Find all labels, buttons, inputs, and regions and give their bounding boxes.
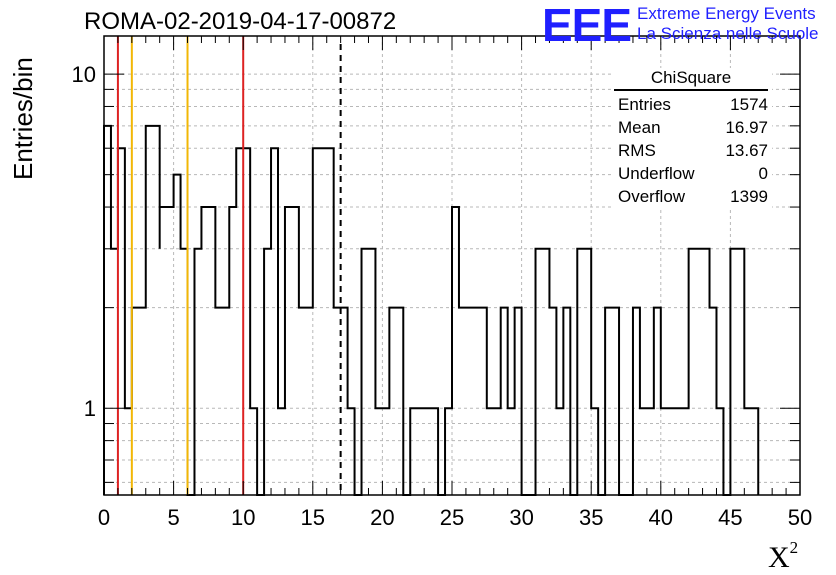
logo-line-2: La Scienza nelle Scuole — [637, 24, 819, 43]
x-tick-label: 0 — [98, 505, 110, 530]
logo-mark: EEE — [542, 0, 632, 51]
plot-title: ROMA-02-2019-04-17-00872 — [84, 8, 397, 35]
x-axis-label-base: X — [768, 541, 790, 574]
stats-value: 1574 — [730, 95, 768, 114]
stats-value: 16.97 — [725, 118, 768, 137]
y-axis-label: Entries/bin — [8, 57, 38, 180]
y-tick-label: 10 — [72, 62, 96, 87]
stats-row-rms: RMS 13.67 — [614, 139, 772, 162]
stats-row-overflow: Overflow 1399 — [614, 185, 772, 208]
stats-row-underflow: Underflow 0 — [614, 162, 772, 185]
stats-title: ChiSquare — [614, 68, 768, 91]
histogram-series — [103, 124, 760, 496]
x-axis-label-superscript: 2 — [789, 538, 799, 557]
stats-box: ChiSquare Entries 1574 Mean 16.97 RMS 13… — [614, 68, 772, 208]
logo-line-1: Extreme Energy Events — [637, 4, 816, 23]
eee-logo: EEE Extreme Energy Events La Scienza nel… — [542, 2, 819, 48]
stats-label: Overflow — [618, 187, 686, 206]
x-tick-label: 45 — [718, 505, 742, 530]
logo-text: Extreme Energy Events La Scienza nelle S… — [637, 4, 818, 44]
stats-value: 1399 — [730, 187, 768, 206]
x-tick-label: 40 — [649, 505, 673, 530]
x-tick-label: 5 — [167, 505, 179, 530]
x-tick-label: 35 — [579, 505, 603, 530]
stats-label: Entries — [618, 95, 671, 114]
stats-label: Mean — [618, 118, 661, 137]
stats-label: Underflow — [618, 164, 695, 183]
x-tick-label: 20 — [370, 505, 394, 530]
x-tick-label: 25 — [440, 505, 464, 530]
x-tick-label: 30 — [509, 505, 533, 530]
stats-value: 0 — [758, 164, 768, 183]
x-axis-label: X2 — [768, 538, 798, 575]
y-tick-label: 1 — [84, 396, 96, 421]
x-tick-label: 15 — [301, 505, 325, 530]
stats-label: RMS — [618, 141, 656, 160]
x-tick-label: 50 — [788, 505, 812, 530]
stats-row-entries: Entries 1574 — [614, 93, 772, 116]
x-tick-label: 10 — [231, 505, 255, 530]
stats-row-mean: Mean 16.97 — [614, 116, 772, 139]
stats-value: 13.67 — [725, 141, 768, 160]
